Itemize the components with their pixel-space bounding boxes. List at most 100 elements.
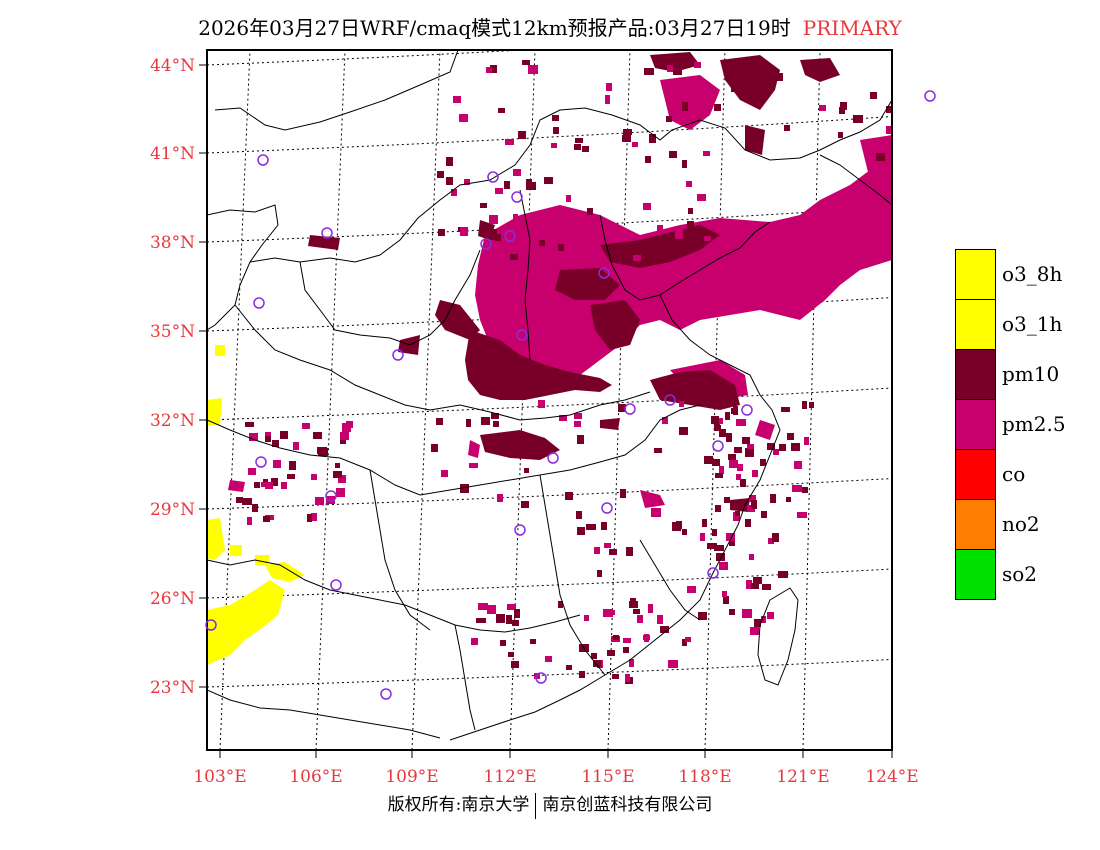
lon-label: 118°E xyxy=(678,767,731,787)
station-marker xyxy=(547,452,559,464)
axis-ticks: 44°N 41°N 38°N 35°N 32°N 29°N 26°N 23°N 103°E 106… xyxy=(150,56,919,787)
station-marker xyxy=(514,524,526,536)
legend-swatch xyxy=(955,249,996,300)
speckle xyxy=(809,402,814,408)
speckle xyxy=(772,533,779,542)
speckle xyxy=(654,448,662,453)
speckle xyxy=(666,116,672,122)
speckle xyxy=(486,67,492,73)
speckle xyxy=(675,230,683,239)
legend-swatch xyxy=(955,549,996,600)
lon-label: 115°E xyxy=(581,767,634,787)
speckle xyxy=(781,407,790,412)
speckle xyxy=(740,479,746,487)
speckle xyxy=(576,511,582,519)
speckle xyxy=(459,114,468,122)
station-marker xyxy=(205,619,217,631)
speckle xyxy=(254,482,260,488)
speckle xyxy=(500,640,506,646)
speckle xyxy=(552,115,559,121)
speckle xyxy=(311,513,317,521)
speckle xyxy=(637,615,643,623)
speckle xyxy=(682,160,687,168)
station-marker xyxy=(480,238,492,250)
speckle xyxy=(518,131,526,139)
speckle xyxy=(697,194,706,201)
speckle xyxy=(723,401,731,407)
speckle xyxy=(242,498,252,505)
speckle xyxy=(645,156,651,163)
speckle xyxy=(804,437,809,445)
speckle xyxy=(544,177,553,184)
legend-swatch xyxy=(955,499,996,550)
speckle xyxy=(307,514,312,522)
speckle xyxy=(791,443,800,451)
speckle xyxy=(313,432,322,439)
speckle xyxy=(761,511,767,518)
speckle xyxy=(558,601,563,608)
speckle xyxy=(623,647,629,653)
speckle xyxy=(749,495,756,502)
station-marker xyxy=(741,404,753,416)
speckle xyxy=(469,463,478,468)
speckle xyxy=(522,60,530,65)
speckle xyxy=(487,234,495,240)
station-marker xyxy=(707,567,719,579)
speckle xyxy=(512,620,519,626)
speckle xyxy=(622,135,631,142)
speckle xyxy=(753,577,762,584)
speckle xyxy=(792,485,802,492)
lon-gridline xyxy=(802,50,821,750)
speckle xyxy=(289,461,296,470)
speckle xyxy=(603,609,613,617)
speckle xyxy=(481,417,490,425)
speckle xyxy=(453,96,461,103)
speckle xyxy=(724,497,730,503)
speckle xyxy=(870,92,877,99)
speckle xyxy=(506,615,512,624)
speckle xyxy=(712,529,717,536)
speckle xyxy=(629,601,638,608)
speckle xyxy=(716,553,725,561)
speckle xyxy=(761,616,766,623)
legend-swatch xyxy=(955,449,996,500)
speckle xyxy=(586,524,596,530)
speckle xyxy=(480,203,487,208)
speckle xyxy=(787,433,794,440)
speckle xyxy=(340,437,346,444)
station-marker xyxy=(255,456,267,468)
speckle xyxy=(574,413,582,419)
speckle xyxy=(876,153,885,161)
speckle xyxy=(688,208,693,214)
speckle xyxy=(317,447,327,454)
speckle xyxy=(746,88,752,97)
speckle xyxy=(451,189,457,196)
speckle xyxy=(707,543,717,549)
speckle xyxy=(587,208,593,215)
speckle xyxy=(736,474,741,480)
speckle xyxy=(777,73,783,81)
station-markers xyxy=(205,90,936,700)
speckle xyxy=(510,254,518,260)
map-title: 2026年03月27日WRF/cmaq模式12km预报产品:03月27日19时 P… xyxy=(0,12,1100,41)
legend-swatch xyxy=(955,349,996,400)
pm10-areas xyxy=(207,52,840,630)
speckle xyxy=(265,432,271,438)
speckle xyxy=(754,619,761,627)
speckle xyxy=(273,460,281,468)
speckle xyxy=(476,618,486,623)
speckle xyxy=(715,473,723,478)
speckle xyxy=(545,656,552,662)
lon-gridline xyxy=(891,734,892,750)
province-boundaries xyxy=(207,50,892,741)
o3-areas xyxy=(207,345,305,665)
speckle xyxy=(539,240,545,246)
legend-label: o3_1h xyxy=(1002,312,1063,336)
speckle xyxy=(657,615,663,624)
speckle xyxy=(802,487,808,493)
station-marker xyxy=(325,490,337,502)
speckle xyxy=(618,404,626,412)
lat-gridline xyxy=(207,568,892,599)
station-marker xyxy=(392,349,404,361)
